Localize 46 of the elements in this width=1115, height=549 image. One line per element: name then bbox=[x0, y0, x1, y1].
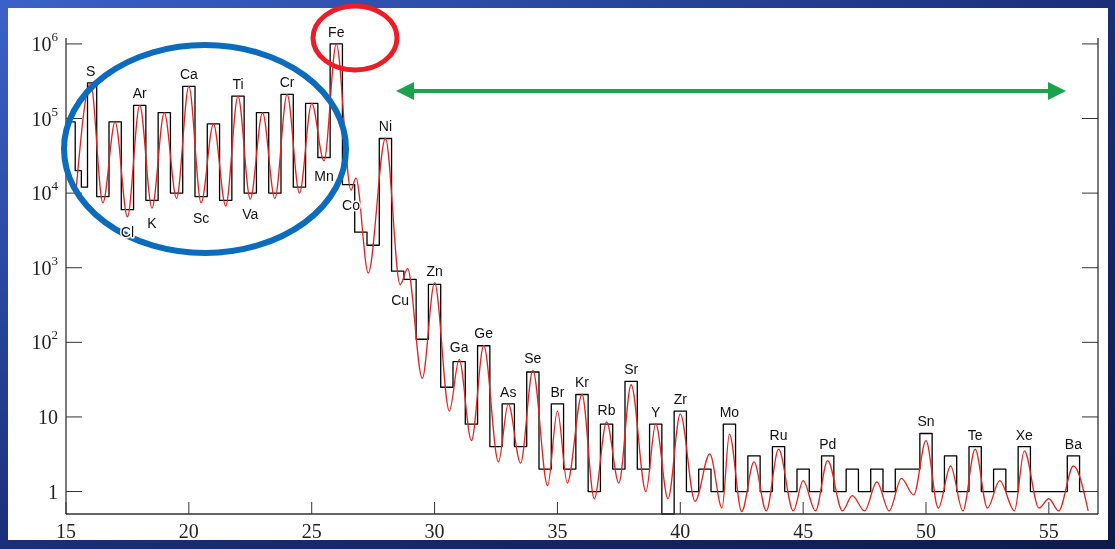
x-tick-label: 25 bbox=[301, 520, 322, 542]
annotation: Zr bbox=[673, 391, 688, 408]
x-tick-label: 15 bbox=[56, 520, 76, 542]
annotation: Br bbox=[550, 383, 565, 400]
annotation: As bbox=[500, 383, 517, 400]
x-tick-label: 20 bbox=[178, 520, 199, 542]
y-tick-label: 1 bbox=[48, 480, 58, 503]
x-tick-label: 40 bbox=[670, 520, 691, 542]
annotation: Rb bbox=[597, 401, 616, 418]
annotation: Sn bbox=[917, 413, 935, 430]
annotation: S bbox=[85, 62, 96, 79]
annotation: Mn bbox=[314, 167, 334, 184]
annotation: Xe bbox=[1015, 426, 1034, 443]
x-tick-label: 50 bbox=[916, 520, 936, 542]
annotation: Pd bbox=[819, 435, 837, 452]
annotation: Mo bbox=[719, 404, 740, 421]
annotation: Te bbox=[967, 426, 983, 443]
annotation: Sr bbox=[624, 361, 639, 378]
annotation: Y bbox=[651, 403, 662, 420]
y-tick-label: 10$^{6}$ bbox=[31, 28, 59, 55]
annotation: Ba bbox=[1064, 435, 1083, 452]
y-tick-label: 10$^{2}$ bbox=[31, 327, 58, 354]
annotation: Ge bbox=[474, 325, 494, 342]
y-tick-label: 10$^{4}$ bbox=[31, 178, 59, 205]
annotation: Ar bbox=[132, 85, 148, 102]
x-tick-label: 45 bbox=[793, 520, 814, 542]
annotation: Ca bbox=[179, 66, 199, 83]
y-tick-label: 10$^{3}$ bbox=[31, 252, 58, 279]
annotation: Va bbox=[242, 206, 259, 223]
annotation: Kr bbox=[575, 374, 590, 391]
annotation: Ru bbox=[769, 426, 788, 443]
x-tick-label: 35 bbox=[547, 520, 568, 542]
annotation: Fe bbox=[328, 23, 345, 40]
annotation: Se bbox=[524, 350, 542, 367]
annotation: K bbox=[147, 215, 158, 232]
annotation: Cu bbox=[391, 291, 410, 308]
x-tick-label: 55 bbox=[1038, 520, 1059, 542]
annotation: Sc bbox=[192, 209, 210, 226]
annotation: Zn bbox=[426, 262, 443, 279]
annotation: Ti bbox=[232, 76, 244, 93]
annotation: Ni bbox=[378, 118, 393, 135]
annotation: Cr bbox=[279, 74, 295, 91]
annotation: Ga bbox=[449, 339, 469, 356]
y-tick-label: 10 bbox=[38, 405, 58, 428]
y-tick-label: 10$^{5}$ bbox=[31, 103, 58, 130]
x-tick-label: 30 bbox=[424, 520, 445, 542]
